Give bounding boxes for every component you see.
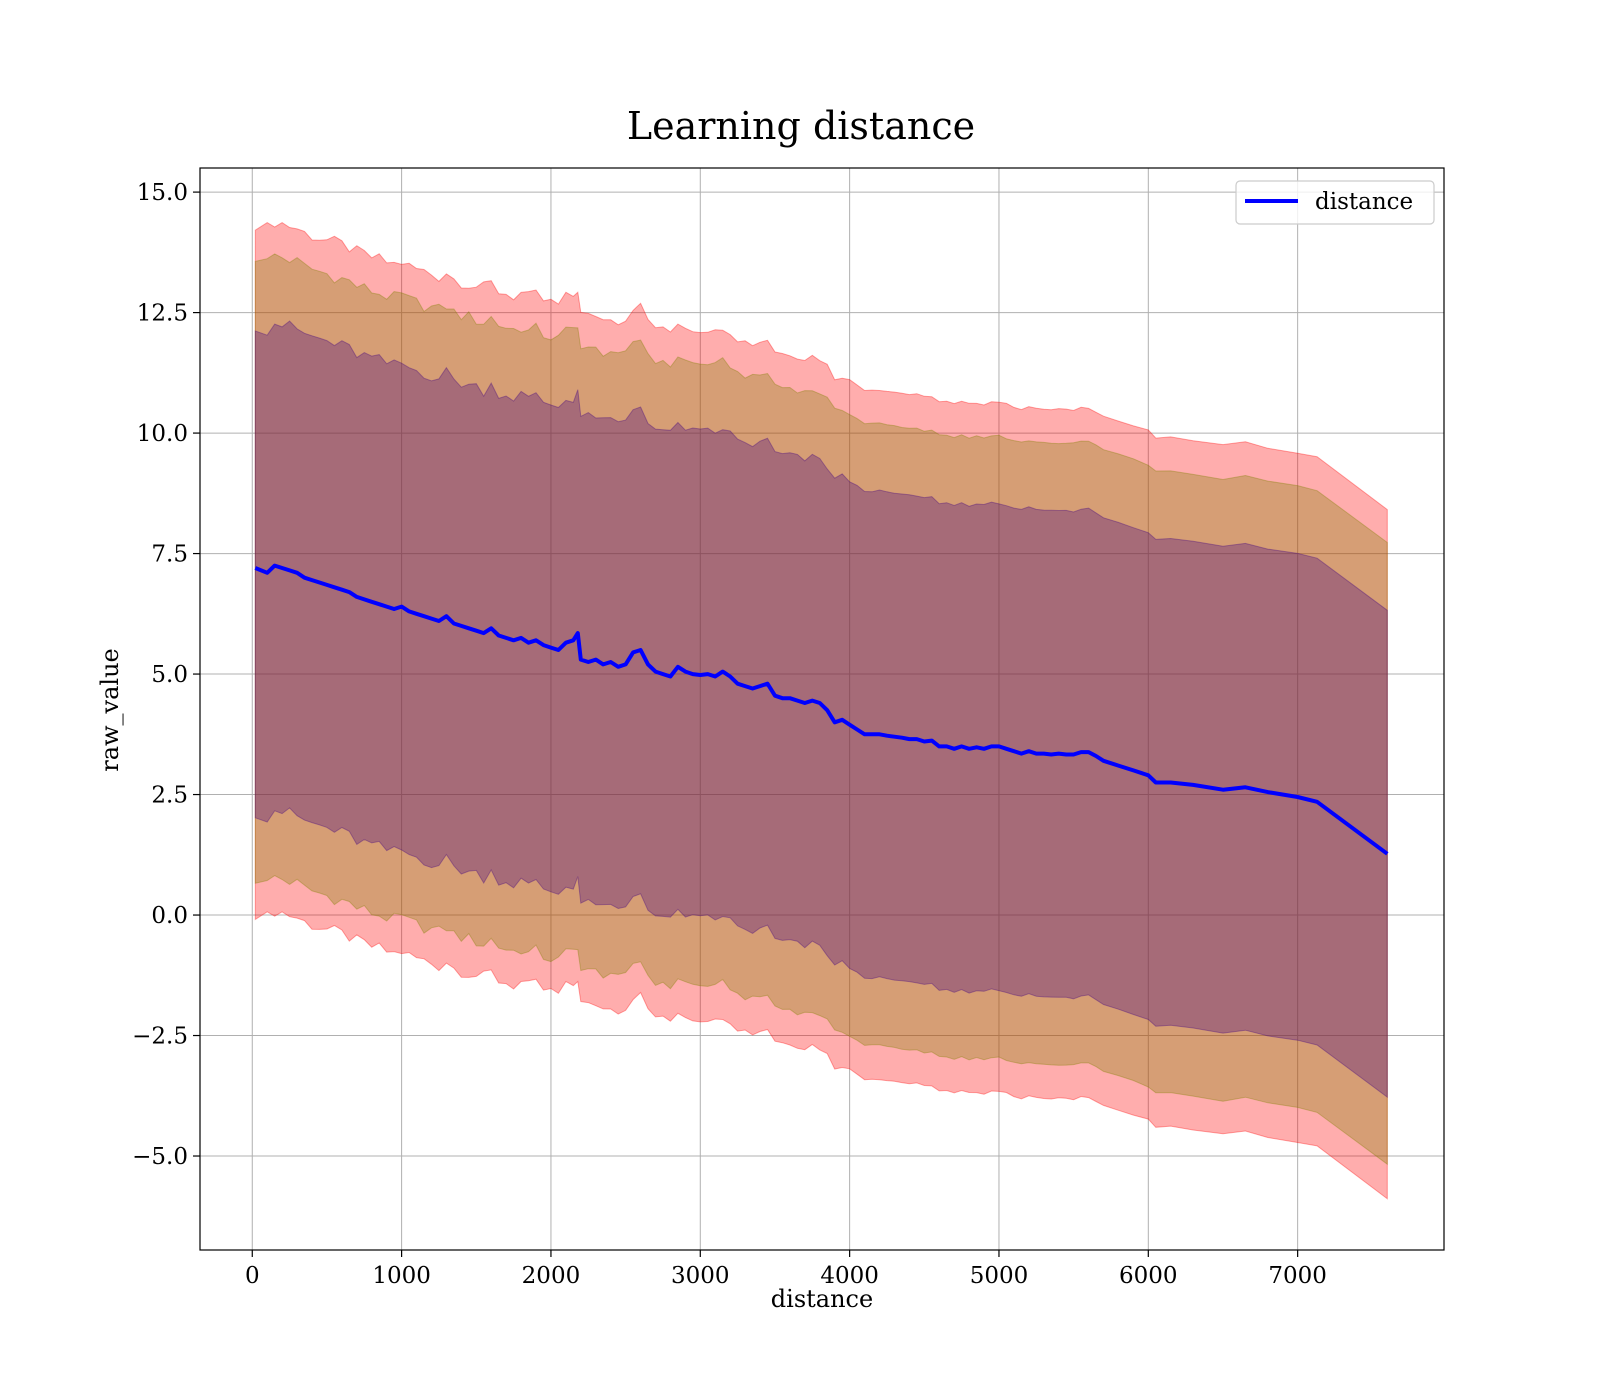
confidence-bands <box>254 222 1388 1200</box>
y-tick-label: 15.0 <box>137 180 188 206</box>
chart-title: Learning distance <box>627 104 975 148</box>
x-tick-label: 7000 <box>1268 1263 1327 1289</box>
grid <box>200 168 1444 1250</box>
x-tick-label: 4000 <box>820 1263 879 1289</box>
x-tick-label: 0 <box>245 1263 260 1289</box>
plot-area <box>199 167 1445 1251</box>
plot-frame <box>199 167 1445 1251</box>
legend: distance <box>1235 180 1435 225</box>
y-tick-label: 10.0 <box>137 421 188 447</box>
x-axis-label: distance <box>771 1285 873 1313</box>
y-axis-ticks: 15.0 12.5 10.0 7.5 5.0 2.5 0.0 −2.5 −5.0 <box>132 180 200 1170</box>
band-outer <box>254 222 1388 1200</box>
y-tick-label: −5.0 <box>132 1144 188 1170</box>
x-tick-label: 2000 <box>522 1263 581 1289</box>
x-tick-label: 6000 <box>1119 1263 1178 1289</box>
x-tick-label: 3000 <box>671 1263 730 1289</box>
y-tick-label: 0.0 <box>151 903 188 929</box>
y-tick-label: 5.0 <box>151 662 188 688</box>
y-tick-label: 7.5 <box>151 542 188 568</box>
series-lines <box>254 563 1389 856</box>
x-tick-label: 5000 <box>970 1263 1029 1289</box>
y-axis-label: raw_value <box>96 648 124 772</box>
plot-background <box>200 168 1444 1250</box>
y-tick-label: 12.5 <box>137 301 188 327</box>
band-inner <box>254 320 1388 1099</box>
x-tick-label: 1000 <box>372 1263 431 1289</box>
band-middle <box>254 253 1388 1166</box>
legend-entry-distance: distance <box>1315 189 1413 215</box>
series-line-distance <box>254 563 1389 856</box>
y-tick-label: −2.5 <box>132 1024 188 1050</box>
y-tick-label: 2.5 <box>151 783 188 809</box>
legend-box <box>1235 180 1435 225</box>
x-axis-ticks: 0 1000 2000 3000 4000 5000 6000 7000 <box>245 1250 1327 1289</box>
